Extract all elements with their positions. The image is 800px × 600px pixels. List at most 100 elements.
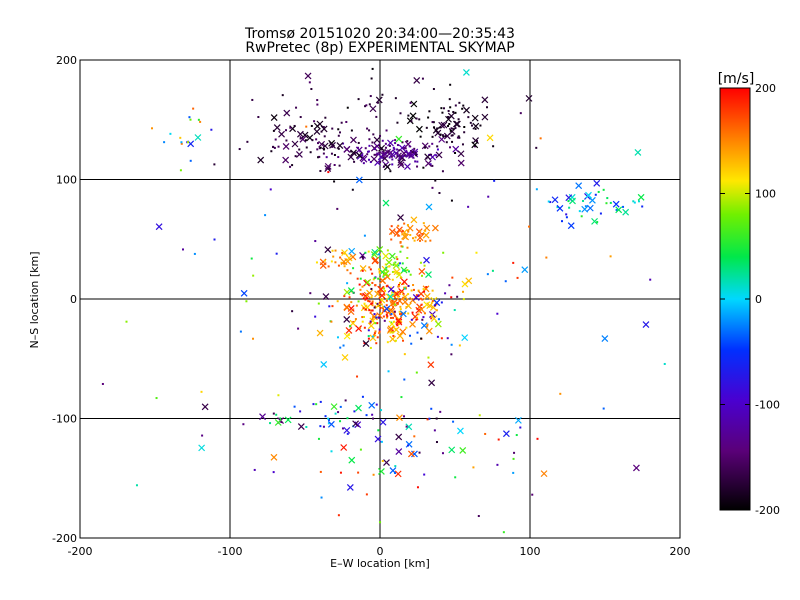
data-point [346, 269, 349, 272]
data-point-cross [270, 114, 278, 121]
data-point [269, 422, 272, 425]
data-point-cross [521, 266, 529, 274]
data-point [384, 289, 387, 292]
data-point [451, 134, 454, 137]
data-point [370, 296, 373, 299]
data-point [567, 200, 570, 203]
data-point [435, 309, 438, 312]
data-point [376, 302, 379, 305]
data-point [421, 77, 424, 80]
data-point [429, 163, 432, 166]
data-point-cross [346, 484, 354, 491]
data-point [334, 261, 337, 264]
data-point [396, 302, 399, 305]
data-point-cross [586, 204, 594, 212]
data-point [272, 471, 275, 474]
data-point [453, 309, 456, 312]
data-point [456, 295, 459, 298]
data-point [316, 103, 319, 106]
data-point [187, 141, 190, 144]
data-point [369, 320, 372, 323]
data-point [361, 154, 364, 157]
data-point-cross [622, 208, 630, 216]
data-point [442, 135, 445, 138]
data-point [456, 136, 459, 139]
data-point [213, 238, 216, 241]
data-point [568, 206, 571, 209]
data-point [313, 120, 316, 123]
data-point [371, 417, 374, 420]
data-point [352, 267, 355, 270]
data-point [399, 112, 402, 115]
data-point [354, 318, 357, 321]
data-point-cross [591, 217, 598, 225]
data-point [382, 165, 385, 168]
data-point [327, 171, 330, 174]
data-point [389, 331, 392, 334]
data-point [369, 311, 372, 314]
data-point [368, 138, 371, 141]
data-point [388, 144, 391, 147]
data-point [270, 150, 273, 153]
data-point [371, 335, 374, 338]
data-point [415, 316, 418, 319]
data-point [251, 98, 254, 101]
data-point [376, 101, 379, 104]
data-point [400, 245, 403, 248]
data-point-cross [330, 403, 338, 411]
data-point [446, 337, 449, 340]
data-point [333, 153, 336, 156]
data-point [427, 356, 430, 359]
data-point [578, 210, 581, 213]
data-point [609, 255, 612, 258]
data-point [353, 410, 356, 413]
data-point [383, 287, 386, 290]
data-point [364, 105, 367, 108]
data-point [370, 309, 373, 312]
data-point-cross [343, 146, 351, 153]
data-point-cross [362, 340, 370, 347]
data-point [319, 400, 322, 403]
data-point [458, 136, 461, 139]
data-point-cross [282, 156, 290, 164]
data-point-cross [425, 271, 432, 278]
data-point [545, 256, 548, 259]
data-point-cross [395, 318, 403, 326]
data-point [180, 142, 183, 145]
data-point [370, 77, 373, 80]
data-point [163, 141, 166, 144]
data-point [297, 327, 300, 330]
data-point [252, 274, 255, 277]
data-point [346, 432, 349, 435]
data-point-cross [322, 293, 330, 300]
data-point-cross [359, 265, 367, 272]
data-point [376, 152, 379, 155]
data-point-cross [360, 155, 368, 163]
data-point-cross [379, 277, 386, 285]
data-point [449, 83, 452, 86]
data-point [388, 265, 391, 268]
data-point [242, 423, 245, 426]
data-point [388, 156, 391, 159]
data-point-cross [383, 163, 391, 171]
data-point [369, 346, 372, 349]
data-point [391, 299, 394, 302]
data-point-cross [435, 151, 443, 159]
data-point [310, 124, 313, 127]
data-point [384, 263, 387, 266]
data-point [342, 344, 345, 347]
data-point-cross [340, 258, 348, 266]
data-point [512, 471, 515, 474]
data-point [332, 255, 335, 258]
data-point [200, 390, 203, 393]
data-point-cross [341, 354, 349, 361]
data-point [359, 326, 362, 329]
data-point-cross [396, 226, 403, 234]
data-point [363, 342, 366, 345]
data-point-cross [642, 321, 650, 328]
data-point [597, 190, 600, 193]
data-point-cross [382, 270, 390, 278]
data-point-cross [405, 423, 413, 431]
data-point [487, 195, 490, 198]
data-point [339, 420, 342, 423]
